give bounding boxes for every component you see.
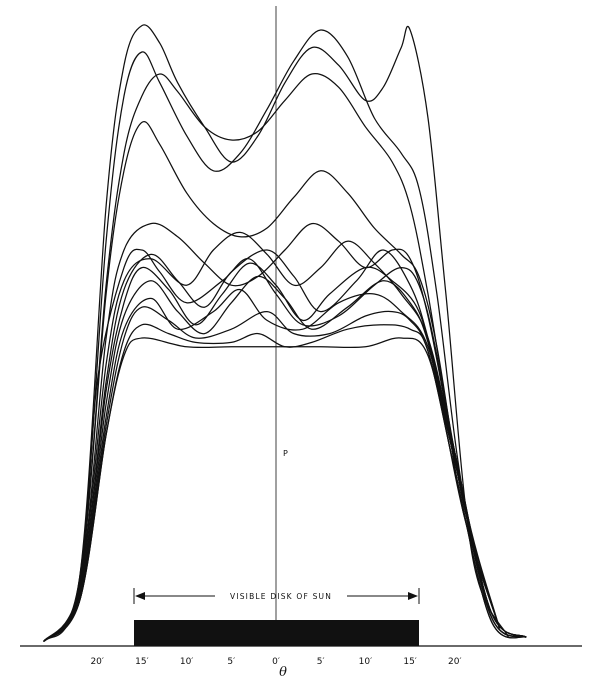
x-tick-label: 5′	[227, 657, 235, 667]
series-line-5	[43, 275, 527, 643]
x-tick-label: 15′	[403, 657, 417, 667]
curves-group	[43, 24, 527, 643]
series-line-4	[43, 288, 527, 643]
x-tick-label: 20′	[448, 657, 462, 667]
disk-arrow-right-head	[408, 592, 418, 600]
series-line-13	[43, 29, 501, 642]
disk-arrow-left-head	[135, 592, 145, 600]
x-tick-label: 20′	[90, 657, 104, 667]
series-line-2	[43, 323, 527, 643]
x-tick-label: 10′	[180, 657, 194, 667]
visible-disk-annotation: VISIBLE DISK OF SUN	[133, 588, 420, 604]
series-line-10	[43, 222, 527, 643]
x-tick-labels: 20′ 15′ 10′ 5′ 0′ 5′ 10′ 15′ 20′	[90, 657, 461, 667]
visible-disk-label: VISIBLE DISK OF SUN	[230, 592, 332, 601]
x-tick-label: 5′	[317, 657, 325, 667]
series-line-11	[43, 120, 501, 642]
center-line-label: P	[283, 449, 288, 458]
x-tick-label: 15′	[135, 657, 149, 667]
x-tick-label: 10′	[359, 657, 373, 667]
series-line-14	[43, 24, 509, 642]
x-axis-label: θ	[279, 665, 287, 680]
series-line-8	[43, 248, 501, 643]
series-line-9	[43, 231, 527, 643]
x-tick-label: 0′	[272, 657, 280, 667]
visible-disk-bar	[134, 620, 419, 646]
